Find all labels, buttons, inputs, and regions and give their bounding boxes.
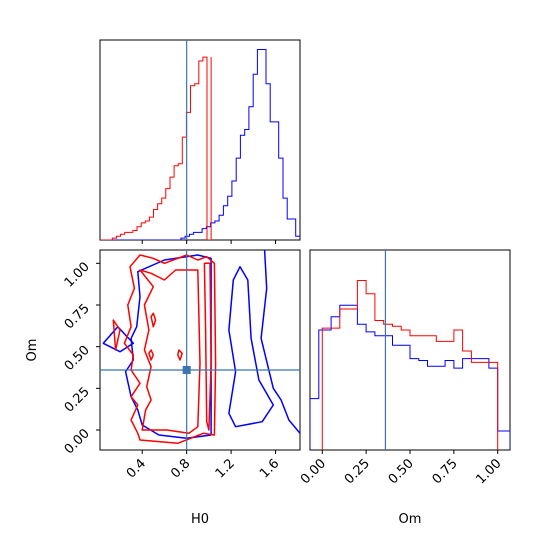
- contour-ytick-label-1: 0.25: [62, 385, 93, 416]
- contour-red-island-2: [148, 349, 155, 361]
- contour-red-middle: [139, 269, 201, 435]
- contour-ytick-label-2: 0.50: [62, 343, 93, 374]
- om-xtick-label-3: 0.75: [430, 456, 461, 487]
- contour-xtick-label-3: 1.6: [257, 456, 282, 481]
- om-xtick-label-0: 0.00: [298, 456, 329, 487]
- om-hist-xlabel: Om: [399, 512, 422, 527]
- contour-ylabel: Om: [25, 339, 40, 362]
- contour-blue-middle: [228, 265, 275, 428]
- contour-red-inner-right: [203, 262, 212, 431]
- contour-xtick-label-1: 0.8: [168, 456, 193, 481]
- contour-red-island-1: [150, 312, 157, 328]
- contour-xtick-label-2: 1.2: [213, 456, 238, 481]
- contour-ytick-label-0: 0.00: [62, 426, 93, 457]
- h0-hist-red-series: [100, 56, 212, 240]
- contour-red-left-sliver: [112, 319, 121, 351]
- om-hist-red-series: [321, 280, 499, 450]
- om-hist-blue-series: [310, 304, 510, 450]
- h0-histogram-panel: [99, 39, 301, 244]
- om-histogram-panel: 0.00 0.25 0.50 0.75 1.00: [298, 249, 511, 487]
- om-xtick-label-1: 0.25: [342, 456, 373, 487]
- contour-ytick-label-4: 1.00: [62, 260, 93, 291]
- h0-hist-blue-series: [100, 49, 300, 240]
- contour-blue-outer: [124, 254, 212, 440]
- contour-frame: [99, 249, 301, 451]
- contour-blue-loop: [102, 325, 135, 353]
- contour-xtick-label-0: 0.4: [124, 456, 149, 481]
- om-vs-h0-contour-panel: 0.4 0.8 1.2 1.6 0.00 0.25 0.50 0.75 1.00: [62, 249, 301, 481]
- contour-xlabel: H0: [191, 512, 209, 527]
- h0-hist-frame: [99, 39, 301, 241]
- om-xtick-label-2: 0.50: [386, 456, 417, 487]
- contour-ytick-label-3: 0.75: [62, 301, 93, 332]
- om-xtick-label-4: 1.00: [473, 456, 504, 487]
- contour-red-island-3: [177, 349, 183, 361]
- contour-truth-marker: [182, 366, 191, 374]
- contour-blue-right: [260, 250, 300, 434]
